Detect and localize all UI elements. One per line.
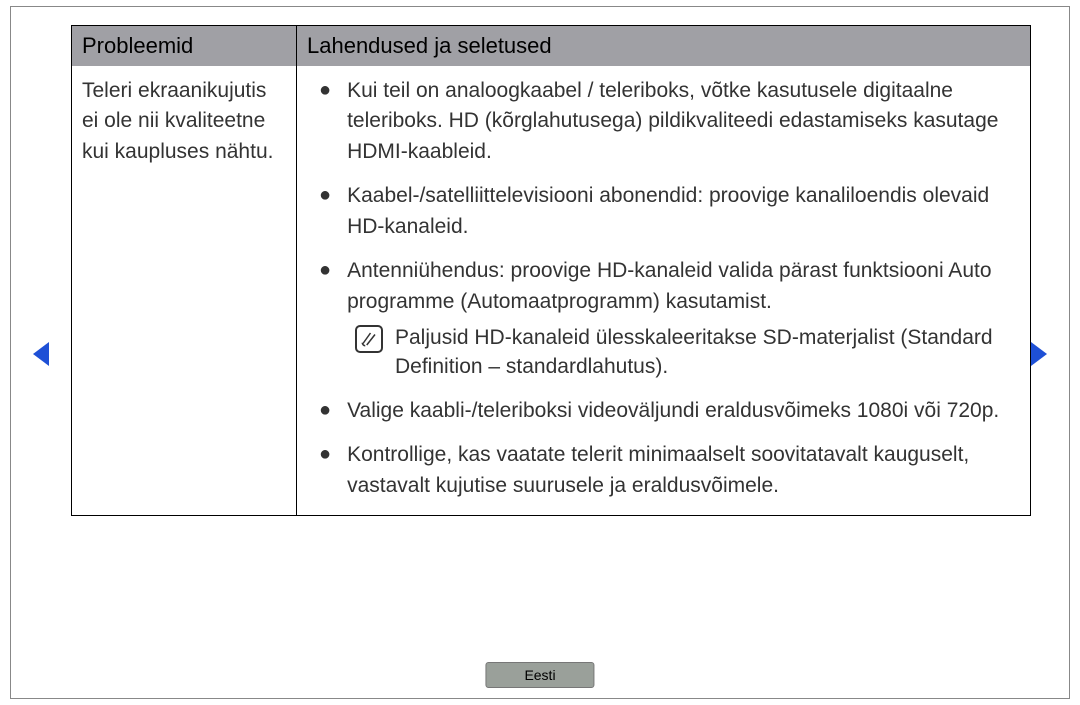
note-icon <box>355 325 383 353</box>
bullet-icon: ● <box>319 396 331 425</box>
list-item: ● Kui teil on analoogkaabel / teleriboks… <box>301 76 1016 167</box>
list-item: ● Kaabel-/satelliittelevisiooni abonendi… <box>301 181 1016 242</box>
bullet-icon: ● <box>319 76 331 105</box>
list-item: ● Kontrollige, kas vaatate telerit minim… <box>301 440 1016 501</box>
problem-text: Teleri ekraanikujutis ei ole nii kvalite… <box>72 66 297 515</box>
bullet-text: Valige kaabli-/teleriboksi videoväljundi… <box>347 396 1016 426</box>
header-solutions: Lahendused ja seletused <box>297 26 1030 66</box>
next-page-arrow[interactable] <box>1031 342 1047 366</box>
troubleshoot-table: Probleemid Lahendused ja seletused Teler… <box>71 25 1031 516</box>
page-frame: Probleemid Lahendused ja seletused Teler… <box>10 6 1070 699</box>
bullet-text: Kaabel-/satelliittelevisiooni abonendid:… <box>347 181 1016 242</box>
solution-list-top: ● Kui teil on analoogkaabel / teleriboks… <box>301 76 1016 317</box>
list-item: ● Valige kaabli-/teleriboksi videoväljun… <box>301 396 1016 426</box>
table-body-row: Teleri ekraanikujutis ei ole nii kvalite… <box>72 66 1030 515</box>
note-block: Paljusid HD-kanaleid ülesskaleeritakse S… <box>355 323 1016 382</box>
bullet-text: Antenniühendus: proovige HD-kanaleid val… <box>347 256 1016 317</box>
bullet-icon: ● <box>319 440 331 469</box>
note-text: Paljusid HD-kanaleid ülesskaleeritakse S… <box>395 323 1016 382</box>
solution-list-bottom: ● Valige kaabli-/teleriboksi videoväljun… <box>301 396 1016 501</box>
bullet-icon: ● <box>319 256 331 285</box>
bullet-text: Kui teil on analoogkaabel / teleriboks, … <box>347 76 1016 167</box>
bullet-icon: ● <box>319 181 331 210</box>
header-problems: Probleemid <box>72 26 297 66</box>
bullet-text: Kontrollige, kas vaatate telerit minimaa… <box>347 440 1016 501</box>
list-item: ● Antenniühendus: proovige HD-kanaleid v… <box>301 256 1016 317</box>
language-button[interactable]: Eesti <box>485 662 594 688</box>
solution-cell: ● Kui teil on analoogkaabel / teleriboks… <box>297 66 1030 515</box>
table-header-row: Probleemid Lahendused ja seletused <box>72 26 1030 66</box>
prev-page-arrow[interactable] <box>33 342 49 366</box>
